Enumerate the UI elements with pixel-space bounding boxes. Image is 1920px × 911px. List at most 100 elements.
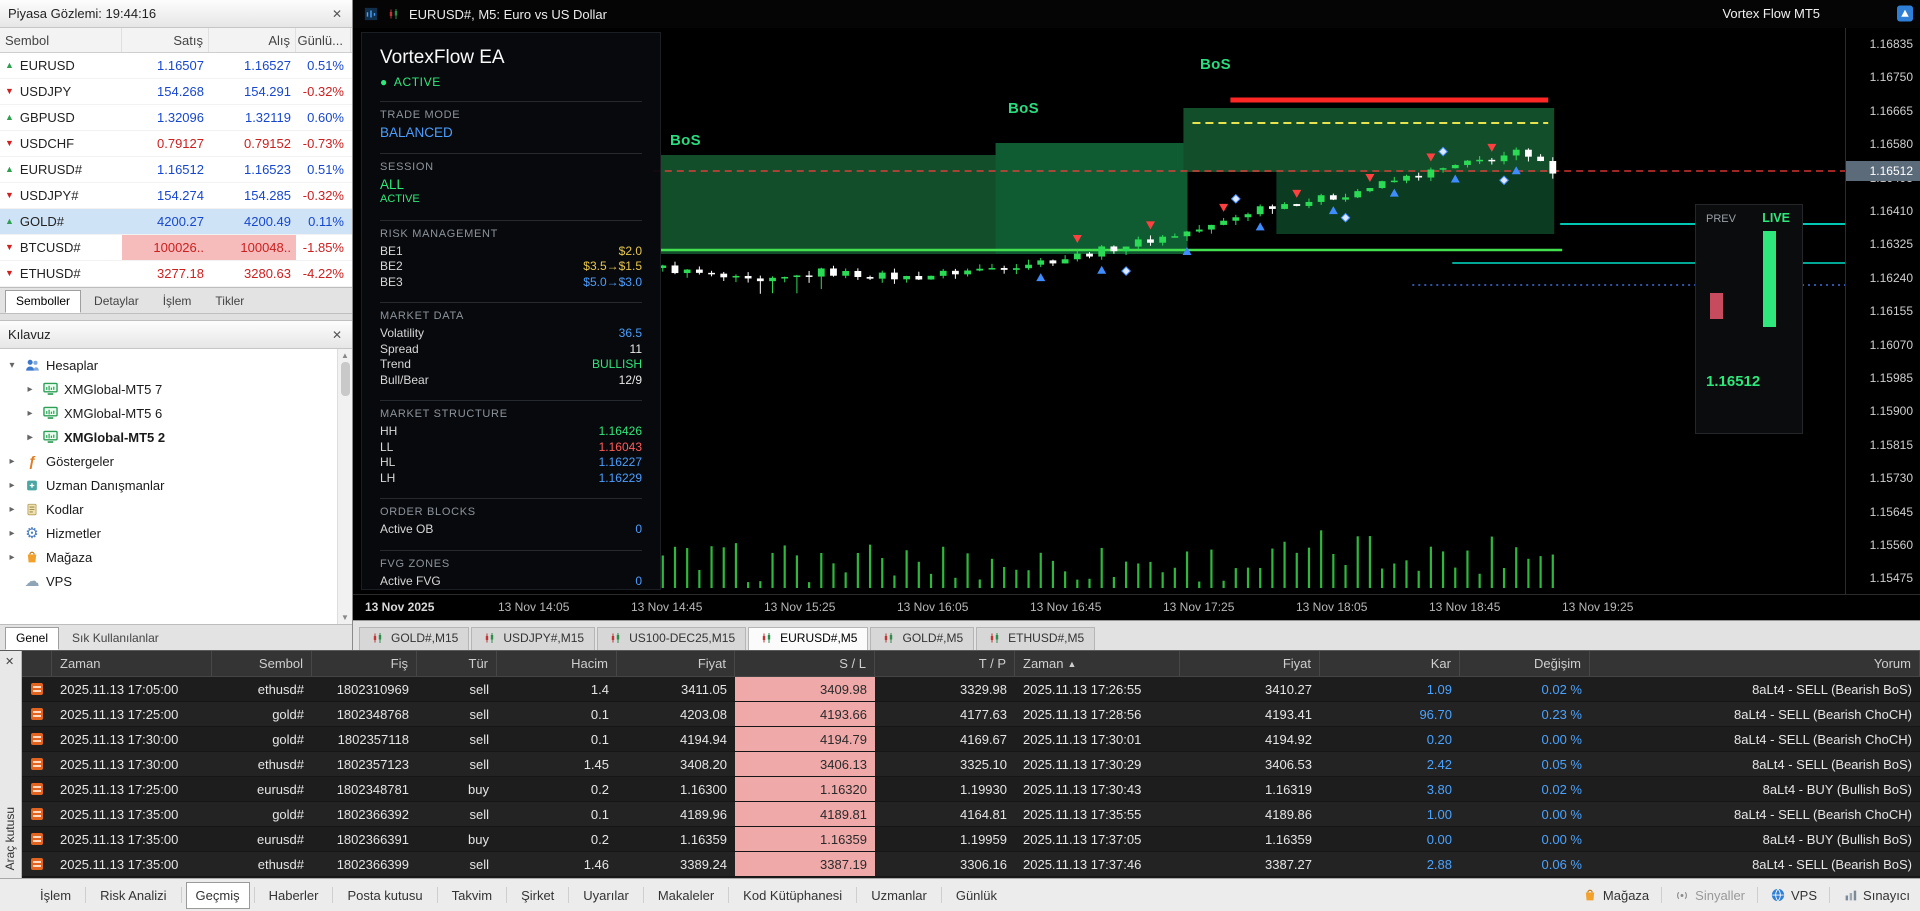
navigator-scrollbar[interactable]: ▲ ▼ (337, 349, 352, 624)
tab-Genel[interactable]: Genel (5, 627, 60, 650)
daily-change-cell: -4.22% (302, 266, 344, 281)
nav-item-XMGlobal-MT5 7[interactable]: ▸ XMGlobal-MT5 7 (0, 377, 337, 401)
vortex-logo-icon[interactable] (1897, 5, 1913, 25)
history-row[interactable]: 2025.11.13 17:35:00 gold# 1802366392 sell 0.… (22, 802, 1920, 827)
tab-İşlem[interactable]: İşlem (152, 290, 203, 313)
cell-Değişim: 0.02 % (1541, 681, 1582, 697)
market-watch-row[interactable]: ▼ USDJPY# 154.274 154.285 -0.32% (0, 183, 352, 209)
expander-icon[interactable]: ▸ (9, 551, 15, 563)
scroll-down-icon[interactable]: ▼ (341, 613, 349, 622)
statusbar-tab-Geçmiş[interactable]: Geçmiş (185, 881, 250, 909)
close-icon[interactable]: ✕ (331, 6, 342, 21)
expander-icon[interactable]: ▾ (9, 359, 15, 371)
panel-splitter[interactable] (0, 313, 352, 321)
expander-icon[interactable]: ▸ (27, 407, 33, 419)
statusbar-tab-İşlem[interactable]: İşlem (40, 887, 72, 903)
market-watch-row[interactable]: ▼ BTCUSD# 100026.. 100048.. -1.85% (0, 235, 352, 261)
history-row[interactable]: 2025.11.13 17:25:00 eurusd# 1802348781 buy 0… (22, 777, 1920, 802)
history-row[interactable]: 2025.11.13 17:30:00 gold# 1802357118 sell 0.… (22, 727, 1920, 752)
column-header-Zaman[interactable]: Zaman (52, 651, 212, 676)
column-header[interactable]: Alış (209, 28, 296, 52)
history-row[interactable]: 2025.11.13 17:05:00 ethusd# 1802310969 sell… (22, 677, 1920, 702)
tab-Semboller[interactable]: Semboller (5, 290, 82, 313)
column-header-Kar[interactable]: Kar (1320, 651, 1460, 676)
chart-window: EURUSD#, M5: Euro vs US Dollar Vortex Fl… (353, 0, 1920, 650)
market-watch-row[interactable]: ▲ GOLD# 4200.27 4200.49 0.11% (0, 209, 352, 235)
nav-item-Hizmetler[interactable]: ▸ ⚙ Hizmetler (0, 521, 337, 545)
market-watch-row[interactable]: ▲ EURUSD 1.16507 1.16527 0.51% (0, 53, 352, 79)
tab-GOLD#,M5[interactable]: GOLD#,M5 (870, 627, 975, 650)
market-watch-row[interactable]: ▼ USDJPY 154.268 154.291 -0.32% (0, 79, 352, 105)
column-header-Fiş[interactable]: Fiş (312, 651, 417, 676)
expander-icon[interactable]: ▸ (9, 503, 15, 515)
expander-icon[interactable]: ▸ (27, 383, 33, 395)
column-header-Değişim[interactable]: Değişim (1460, 651, 1590, 676)
tab-Tikler[interactable]: Tikler (204, 290, 255, 313)
statusbar-item-Sinyaller[interactable]: Sinyaller (1674, 888, 1745, 903)
column-header-Hacim[interactable]: Hacim (497, 651, 617, 676)
statusbar-item-Sınayıcı[interactable]: Sınayıcı (1842, 888, 1910, 903)
expander-icon[interactable]: ▸ (27, 431, 33, 443)
price-scale[interactable]: 1.168351.167501.166651.165801.164951.164… (1845, 28, 1920, 594)
market-watch-row[interactable]: ▲ EURUSD# 1.16512 1.16523 0.51% (0, 157, 352, 183)
market-watch-row[interactable]: ▲ GBPUSD 1.32096 1.32119 0.60% (0, 105, 352, 131)
expander-icon[interactable]: ▸ (9, 455, 15, 467)
chart-plot-area[interactable]: BoS BoS BoS VortexFlow EA ● ACTIVE TRADE… (353, 28, 1845, 594)
column-header-T / P[interactable]: T / P (875, 651, 1015, 676)
column-header[interactable]: Satış (122, 28, 209, 52)
time-axis[interactable]: 13 Nov 2025 13 Nov 14:05 13 Nov 14:45 13 No… (353, 594, 1920, 620)
statusbar-tab-Risk Analizi[interactable]: Risk Analizi (100, 887, 167, 903)
scrollbar-thumb[interactable] (340, 362, 350, 396)
scroll-up-icon[interactable]: ▲ (341, 351, 349, 360)
tab-US100-DEC25,M15[interactable]: US100-DEC25,M15 (597, 627, 747, 650)
tab-ETHUSD#,M5[interactable]: ETHUSD#,M5 (976, 627, 1096, 650)
close-icon[interactable]: ✕ (331, 327, 342, 342)
expander-icon[interactable]: ▸ (9, 479, 15, 491)
column-header-Tür[interactable]: Tür (417, 651, 497, 676)
column-header-Fiyat[interactable]: Fiyat (1180, 651, 1320, 676)
nav-item-XMGlobal-MT5 2[interactable]: ▸ XMGlobal-MT5 2 (0, 425, 337, 449)
column-header-Sembol[interactable]: Sembol (212, 651, 312, 676)
nav-item-Uzman Danışmanlar[interactable]: ▸ Uzman Danışmanlar (0, 473, 337, 497)
history-row[interactable]: 2025.11.13 17:25:00 gold# 1802348768 sell 0.… (22, 702, 1920, 727)
column-header-Yorum[interactable]: Yorum (1590, 651, 1920, 676)
expander-icon[interactable]: ▸ (9, 527, 15, 539)
statusbar-tab-Takvim[interactable]: Takvim (451, 887, 493, 903)
column-header-Fiyat[interactable]: Fiyat (617, 651, 735, 676)
statusbar-tab-Kod Kütüphanesi[interactable]: Kod Kütüphanesi (743, 887, 843, 903)
column-header-Zaman[interactable]: Zaman ▲ (1015, 651, 1180, 676)
statusbar-tab-Uzmanlar[interactable]: Uzmanlar (871, 887, 927, 903)
nav-item-Göstergeler[interactable]: ▸ ƒ Göstergeler (0, 449, 337, 473)
column-header-S / L[interactable]: S / L (735, 651, 875, 676)
history-row[interactable]: 2025.11.13 17:35:00 ethusd# 1802366399 sell… (22, 852, 1920, 877)
ea-section-header: MARKET STRUCTURE (380, 408, 508, 420)
tab-GOLD#,M15[interactable]: GOLD#,M15 (359, 627, 470, 650)
cell-Tür: sell (469, 806, 489, 822)
cell-Kar: 96.70 (1419, 706, 1452, 722)
tab-EURUSD#,M5[interactable]: EURUSD#,M5 (748, 627, 869, 650)
close-icon[interactable]: ✕ (5, 656, 15, 668)
statusbar-tab-Makaleler[interactable]: Makaleler (657, 887, 715, 903)
history-row[interactable]: 2025.11.13 17:30:00 ethusd# 1802357123 sell… (22, 752, 1920, 777)
market-watch-row[interactable]: ▼ ETHUSD# 3277.18 3280.63 -4.22% (0, 261, 352, 287)
column-header[interactable]: Günlü... (296, 28, 351, 52)
nav-item-Hesaplar[interactable]: ▾ Hesaplar (0, 353, 337, 377)
statusbar-tab-Şirket[interactable]: Şirket (521, 887, 555, 903)
tab-Sık Kullanılanlar[interactable]: Sık Kullanılanlar (61, 627, 170, 650)
statusbar-tab-Haberler[interactable]: Haberler (268, 887, 319, 903)
tab-USDJPY#,M15[interactable]: USDJPY#,M15 (471, 627, 596, 650)
market-watch-row[interactable]: ▼ USDCHF 0.79127 0.79152 -0.73% (0, 131, 352, 157)
statusbar-tab-Günlük[interactable]: Günlük (955, 887, 998, 903)
history-row[interactable]: 2025.11.13 17:35:00 eurusd# 1802366391 buy 0… (22, 827, 1920, 852)
nav-item-Kodlar[interactable]: ▸ Kodlar (0, 497, 337, 521)
statusbar-tab-Uyarılar[interactable]: Uyarılar (583, 887, 629, 903)
cell-Fiyat: 1.16359 (1265, 831, 1312, 847)
statusbar-item-VPS[interactable]: VPS (1770, 888, 1817, 903)
statusbar-tab-Posta kutusu[interactable]: Posta kutusu (347, 887, 423, 903)
nav-item-Mağaza[interactable]: ▸ Mağaza (0, 545, 337, 569)
nav-item-XMGlobal-MT5 6[interactable]: ▸ XMGlobal-MT5 6 (0, 401, 337, 425)
column-header[interactable]: Sembol (0, 28, 122, 52)
tab-Detaylar[interactable]: Detaylar (83, 290, 150, 313)
nav-item-VPS[interactable]: ☁ VPS (0, 569, 337, 593)
statusbar-item-Mağaza[interactable]: Mağaza (1582, 888, 1649, 903)
